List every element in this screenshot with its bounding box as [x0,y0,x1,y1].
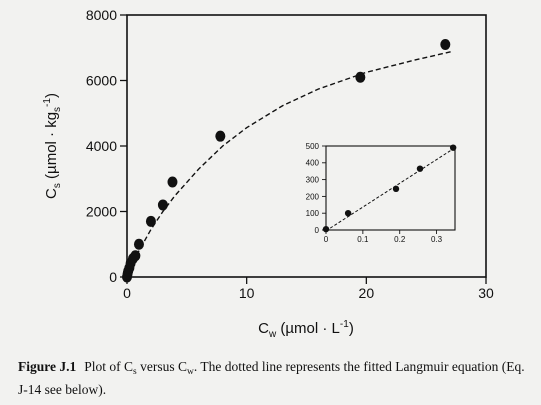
caption-part-0: Plot of C [84,359,134,374]
main-plot-ytick-label-4: 8000 [86,7,117,23]
inset-plot-frame [325,145,456,231]
main-plot-ytick-label-2: 4000 [86,138,117,154]
main-plot-ytick-label-1: 2000 [86,204,117,220]
inset-plot-ytick-label-3: 300 [306,175,320,184]
main-plot-point-11 [215,130,226,142]
main-plot-xtick-label-1: 10 [239,285,255,301]
inset-plot-point-4 [449,144,457,151]
main-plot-point-8 [145,215,156,227]
caption-part-1: s [133,367,137,377]
inset-plot-point-1 [344,210,352,217]
inset-plot-xtick-label-3: 0.3 [431,235,443,244]
main-plot-xtick-label-3: 30 [478,285,494,301]
inset-plot-ytick-label-4: 400 [306,159,320,168]
y-axis-title-units: (µmol · kg [43,112,60,183]
x-axis-title-sub: w [268,329,277,340]
caption-part-3: w [186,367,194,377]
main-plot-xtick-label-2: 20 [359,285,375,301]
x-axis-title: Cw (µmol · L-1) [258,319,354,340]
y-axis-title-unit-sub: s [52,107,63,112]
inset-plot-point-0 [322,225,330,233]
main-plot-point-9 [157,199,168,211]
y-axis-title: Cs (µmol · kgs-1) [42,93,63,199]
caption-part-4: . The dotted line represents the fitted … [18,359,525,397]
figure-caption: Figure J.1 Plot of Cs versus Cw. The dott… [18,358,533,398]
main-plot-xtick-label-0: 0 [123,285,131,301]
x-axis-title-close: ) [349,320,354,337]
inset-plot-ytick-label-1: 100 [306,209,320,218]
inset-plot-fit-line [325,147,456,232]
main-plot-ytick-label-0: 0 [109,269,117,285]
x-axis-title-main: C [258,320,269,337]
inset-plot-xtick-label-2: 0.2 [394,235,406,244]
inset-plot-xtick-label-1: 0.1 [357,235,369,244]
main-plot-point-10 [167,176,178,188]
main-plot-point-6 [130,250,141,262]
inset-plot-point-2 [392,185,400,193]
y-axis-title-sup: -1 [42,98,53,107]
main-plot-point-7 [133,238,144,250]
inset-plot: 0 0.1 0.2 0.3 0 100 200 300 400 500 [306,142,457,244]
main-plot-ytick-label-3: 6000 [86,73,117,89]
main-plot-point-12 [355,71,366,83]
caption-label: Figure J.1 [18,359,77,374]
caption-text: Plot of Cs versus Cw. The dotted line re… [18,359,525,397]
inset-plot-ytick-label-0: 0 [315,226,320,235]
inset-plot-xtick-label-0: 0 [324,235,329,244]
main-plot-point-13 [440,38,451,50]
y-axis-title-sub: s [52,183,63,188]
x-axis-title-units: (µmol · L [276,320,340,337]
y-axis-title-main: C [43,188,60,199]
inset-plot-ytick-label-2: 200 [306,192,320,201]
y-axis-title-close: ) [43,93,60,98]
inset-plot-ytick-label-5: 500 [306,142,320,151]
inset-plot-point-3 [416,165,424,172]
x-axis-title-sup: -1 [340,319,349,330]
caption-part-2: versus C [136,359,187,374]
